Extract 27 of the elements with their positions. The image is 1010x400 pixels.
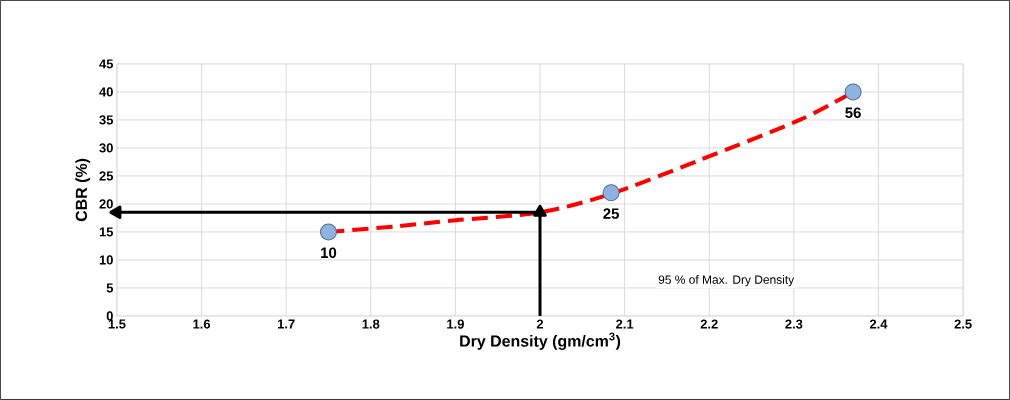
y-tick-label: 5: [106, 283, 114, 293]
y-tick-label: 10: [99, 255, 113, 265]
y-tick-label: 0: [106, 311, 113, 321]
y-tick-label: 15: [99, 227, 114, 237]
x-axis-title: Dry Density (gm/cm$^{3}$): [460, 332, 621, 350]
x-tick-label: 2.3: [785, 319, 803, 329]
y-tick-label: 30: [99, 143, 113, 153]
y-tick-label: 35: [99, 115, 114, 125]
y-tick-label: 40: [99, 87, 113, 97]
x-tick-label: 2: [536, 319, 544, 329]
y-tick-label: 25: [99, 171, 114, 181]
annotation: 10: [321, 247, 337, 259]
y-tick-label: 20: [99, 199, 113, 209]
x-tick-label: 1.7: [277, 319, 295, 329]
x-tick-label: 1.8: [362, 319, 380, 329]
x-tick-label: 2.2: [700, 319, 718, 329]
x-tick-label: 1.5: [108, 319, 126, 329]
annotation: 95 % of Max. Dry Density: [658, 275, 795, 287]
y-axis-title: CBR (%): [75, 158, 91, 222]
x-tick-label: 2.5: [954, 319, 972, 329]
x-tick-label: 1.9: [447, 319, 464, 329]
x-tick-label: 1.6: [193, 319, 211, 329]
annotation: 25: [603, 208, 619, 219]
x-tick-label: 2.1: [616, 319, 634, 329]
annotation: 56: [845, 107, 861, 119]
y-tick-label: 45: [99, 59, 114, 69]
x-tick-label: 2.4: [869, 319, 888, 329]
